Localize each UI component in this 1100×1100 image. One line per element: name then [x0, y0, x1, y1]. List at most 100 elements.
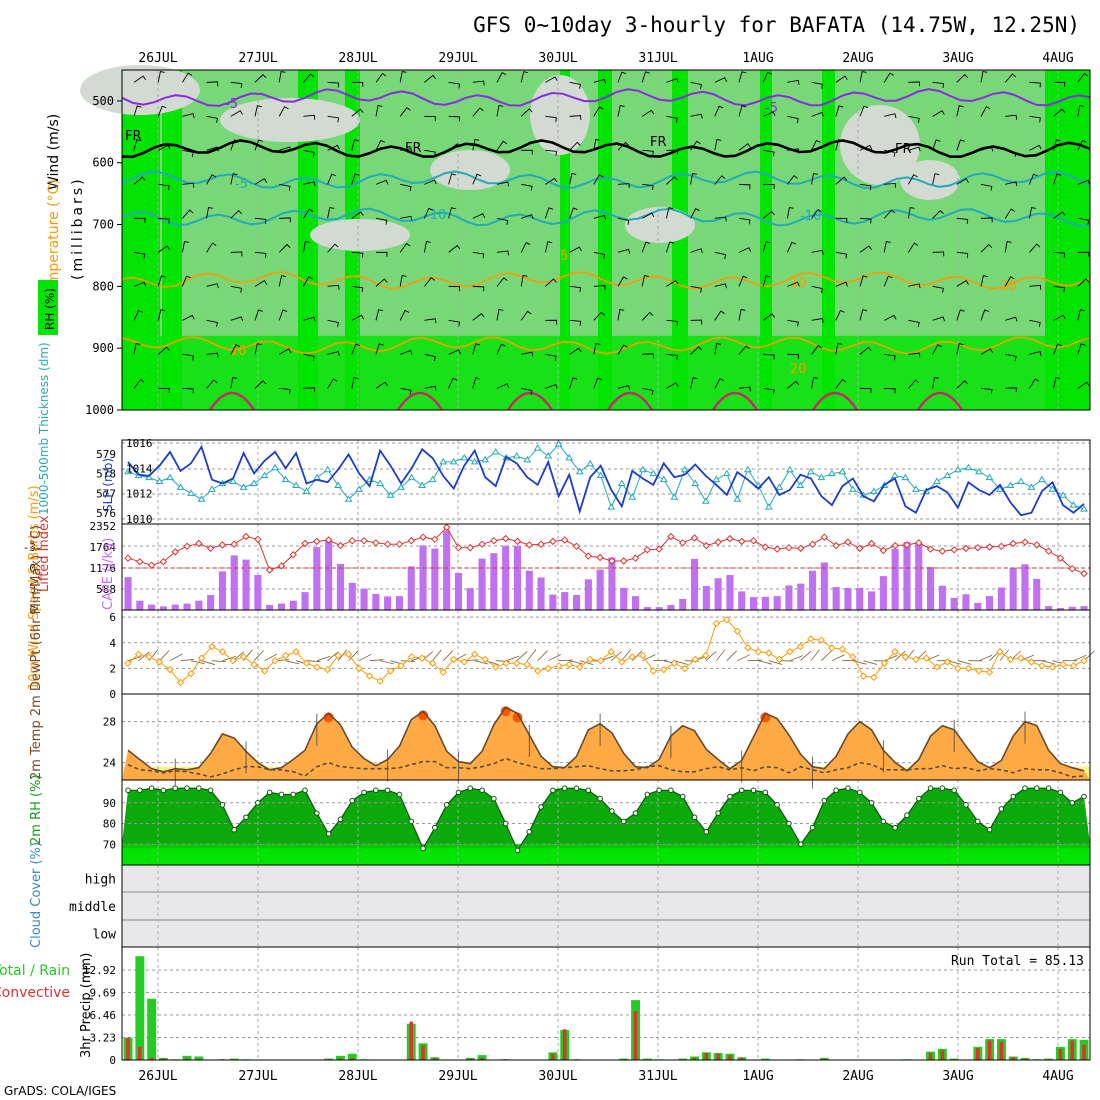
cape-bar — [513, 545, 521, 610]
wind-barb — [158, 217, 170, 224]
wind-barb — [182, 72, 193, 83]
run-total-label: Run Total = 85.13 — [951, 954, 1084, 969]
thickness-point — [1027, 483, 1036, 490]
wind-barb — [158, 387, 170, 393]
wind-barb — [351, 314, 365, 321]
precip-convective-bar — [987, 1040, 992, 1060]
wind-barb-10m — [380, 660, 394, 665]
thickness-point — [460, 453, 469, 461]
thickness-point — [617, 479, 626, 486]
wind-barb — [835, 343, 843, 355]
wind-barb — [835, 105, 844, 117]
wind-barb — [787, 148, 800, 154]
precip-convective-bar — [468, 1058, 472, 1060]
wind-barb — [496, 217, 509, 225]
wind-barb — [714, 378, 725, 389]
rh-point — [302, 787, 308, 794]
lifted-index-point — [596, 553, 604, 562]
wind-barb — [666, 176, 678, 185]
wind-speed-point — [1069, 662, 1078, 670]
lifted-index-point — [950, 546, 958, 554]
wind-barb — [351, 108, 364, 117]
wind-speed-point — [281, 651, 290, 660]
wind-barb-10m — [831, 654, 845, 662]
wind-speed-point — [470, 650, 479, 658]
wind-barb — [908, 242, 919, 253]
rh-point — [1081, 793, 1087, 800]
lifted-index-point — [360, 536, 368, 545]
cape-bar — [679, 598, 687, 610]
rh-high-band — [560, 70, 570, 410]
wind-speed-point — [292, 648, 300, 656]
lifted-index-point — [1044, 547, 1053, 555]
wind-barb-10m — [159, 650, 170, 661]
wind-barb — [811, 285, 823, 293]
lifted-index-point — [419, 533, 427, 541]
wind-speed-point — [491, 663, 500, 671]
wind-speed-point — [1059, 660, 1067, 669]
wind-barb — [496, 250, 509, 256]
rh-point — [727, 793, 733, 800]
lifted-index-point — [997, 542, 1006, 551]
rh-point — [172, 785, 179, 792]
rh-point — [561, 785, 568, 792]
wind-barb — [278, 106, 289, 117]
wind-speed-point — [681, 664, 689, 673]
wind-barb-10m — [863, 660, 877, 665]
wind-barb — [738, 143, 751, 151]
wind-barb — [206, 81, 219, 87]
cape-bar — [738, 591, 746, 610]
wind-barb — [593, 311, 605, 321]
thickness-point — [565, 453, 574, 461]
wind-speed-point — [754, 648, 763, 656]
date-label-bottom: 31JUL — [638, 1069, 677, 1084]
wind-barb-10m — [358, 653, 372, 662]
temp-peak-highlight — [512, 712, 523, 723]
precip-convective-bar — [138, 1046, 142, 1060]
wind-barb-10m — [558, 659, 573, 662]
thickness-point — [712, 475, 721, 483]
wind-barb — [642, 353, 654, 359]
wind-barb — [932, 316, 945, 322]
wind-barb — [158, 183, 170, 191]
wind-barb — [835, 281, 849, 287]
wind-barb — [1005, 353, 1017, 361]
thickness-point — [817, 473, 826, 481]
wind-barb — [1029, 243, 1041, 253]
wind-barb — [254, 309, 263, 321]
cape-bar — [490, 553, 498, 610]
wind-barb — [932, 377, 939, 389]
wind-barb — [690, 346, 702, 355]
wind-speed-point — [166, 665, 174, 674]
wind-barb — [714, 251, 727, 259]
lifted-index-point — [690, 534, 699, 542]
wind-barb — [157, 71, 165, 83]
wind-speed-point — [523, 660, 531, 669]
warm-isotherm-arc — [396, 392, 444, 411]
rh-point — [278, 791, 285, 798]
wind-speed-point — [586, 655, 594, 664]
wind-barb — [1053, 343, 1062, 355]
thickness-point — [743, 465, 752, 473]
wind-barb — [157, 275, 166, 287]
rh-point — [1033, 785, 1040, 792]
rh-point — [762, 789, 769, 796]
wind-barb — [278, 275, 286, 287]
wind-barb — [762, 210, 775, 219]
date-label-top: 31JUL — [638, 51, 677, 66]
wind-barb — [859, 387, 872, 393]
wind-barb — [907, 207, 915, 219]
wind-speed-point — [208, 642, 216, 651]
thickness-point — [870, 487, 878, 494]
wind-barb — [230, 344, 241, 355]
wind-barb — [327, 173, 336, 185]
cape-bar — [643, 607, 651, 610]
lifted-index-point — [608, 557, 616, 565]
wind-speed-point — [607, 648, 615, 656]
wind-barb-10m — [768, 660, 783, 665]
wind-barb — [157, 346, 170, 355]
cape-bar — [218, 571, 226, 610]
wind-barb — [400, 349, 413, 355]
wind-barb-10m — [610, 651, 623, 661]
wind-barb — [375, 278, 388, 287]
